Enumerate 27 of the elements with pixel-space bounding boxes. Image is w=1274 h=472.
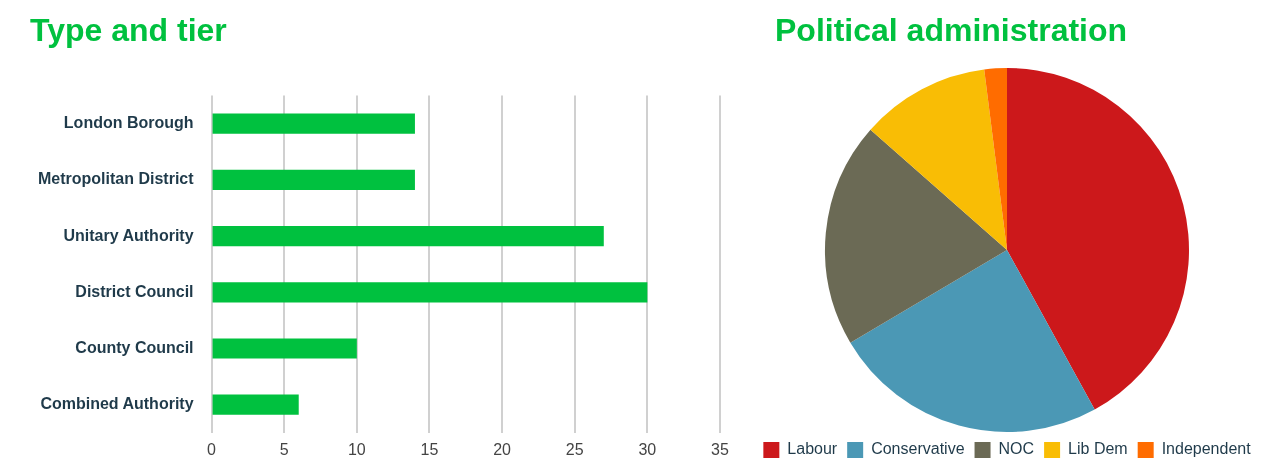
x-tick-label: 5 <box>279 440 289 458</box>
x-tick-label: 20 <box>493 440 512 458</box>
y-tick-label: Unitary Authority <box>63 226 194 244</box>
y-tick-label: District Council <box>75 282 194 300</box>
x-tick-label: 35 <box>711 440 729 458</box>
x-tick-label: 25 <box>565 440 584 458</box>
y-tick-label: Metropolitan District <box>38 170 195 188</box>
x-tick-label: 15 <box>420 440 439 458</box>
legend-label: NOC <box>998 440 1035 458</box>
bar <box>212 282 648 303</box>
chart-title: Type and tier <box>30 12 227 49</box>
legend-label: Labour <box>787 440 838 458</box>
x-tick-label: 0 <box>207 440 217 458</box>
y-tick-label: Combined Authority <box>40 395 194 413</box>
bar <box>212 338 357 359</box>
bar <box>212 394 299 415</box>
bar <box>212 113 415 134</box>
legend-label: Lib Dem <box>1068 440 1128 458</box>
y-tick-label: County Council <box>75 338 194 356</box>
y-tick-label: London Borough <box>63 114 194 132</box>
bar <box>212 169 415 191</box>
legend-label: Conservative <box>871 440 965 458</box>
x-tick-label: 10 <box>347 440 366 458</box>
chart-title: Political administration <box>775 12 1128 49</box>
bar <box>212 225 604 247</box>
legend-label: Independent <box>1161 440 1252 458</box>
x-tick-label: 30 <box>638 440 657 458</box>
